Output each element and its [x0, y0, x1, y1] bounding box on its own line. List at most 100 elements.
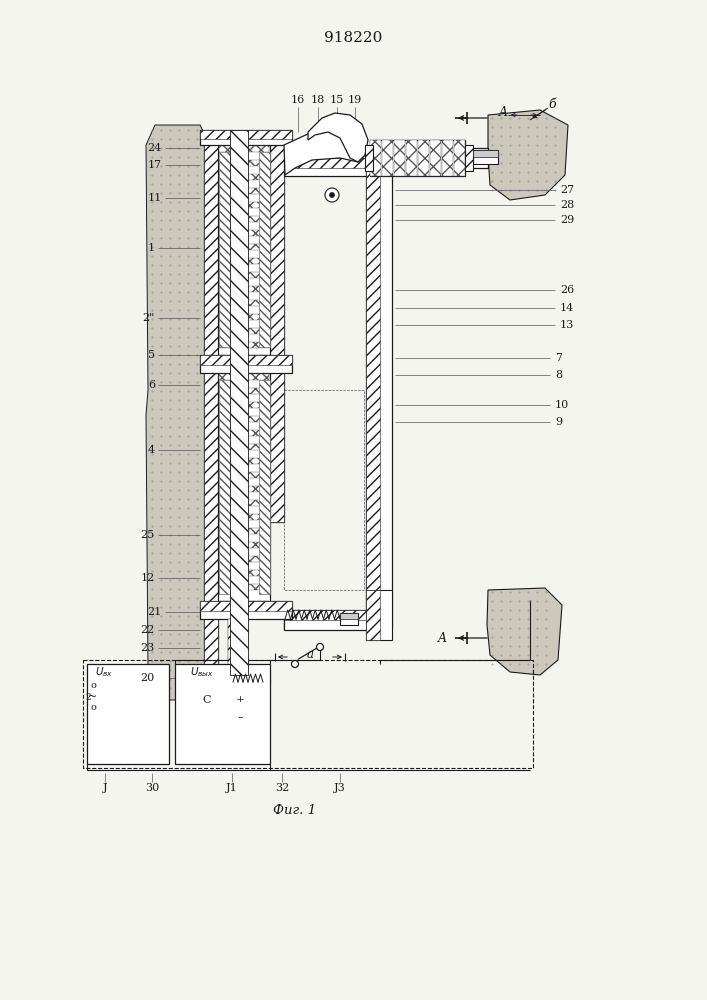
- Bar: [219, 342, 269, 348]
- Text: 19: 19: [348, 95, 362, 105]
- Text: 30: 30: [145, 783, 159, 793]
- Bar: [284, 158, 380, 176]
- Text: 12: 12: [141, 573, 155, 583]
- Text: 10: 10: [555, 400, 569, 410]
- Bar: [366, 590, 392, 640]
- Bar: [220, 670, 270, 684]
- Bar: [219, 528, 269, 534]
- Bar: [200, 601, 292, 619]
- Bar: [219, 570, 269, 576]
- Bar: [418, 140, 429, 176]
- Bar: [219, 188, 269, 194]
- Text: 16: 16: [291, 95, 305, 105]
- Text: 17: 17: [148, 160, 162, 170]
- Bar: [204, 132, 218, 677]
- Bar: [200, 355, 292, 365]
- Bar: [219, 388, 269, 394]
- Text: J3: J3: [334, 783, 346, 793]
- Text: 22: 22: [141, 625, 155, 635]
- Text: ~: ~: [88, 692, 98, 702]
- Text: 29: 29: [560, 215, 574, 225]
- Text: –: –: [237, 712, 243, 722]
- Bar: [259, 152, 270, 347]
- Bar: [454, 140, 465, 176]
- Bar: [219, 584, 269, 590]
- Bar: [219, 160, 269, 166]
- Bar: [204, 132, 218, 677]
- Text: 5: 5: [148, 350, 155, 360]
- Bar: [219, 216, 269, 222]
- Bar: [340, 613, 358, 619]
- Bar: [368, 148, 488, 168]
- Bar: [228, 619, 240, 674]
- Text: 21: 21: [148, 607, 162, 617]
- Text: 6: 6: [148, 380, 155, 390]
- Text: Фиг. 1: Фиг. 1: [274, 804, 317, 816]
- Bar: [473, 150, 498, 164]
- Bar: [87, 664, 169, 764]
- Polygon shape: [308, 113, 368, 162]
- Text: о: о: [90, 682, 96, 690]
- Text: 14: 14: [560, 303, 574, 313]
- Bar: [200, 601, 292, 611]
- Bar: [219, 430, 269, 436]
- Bar: [219, 272, 269, 278]
- Text: A: A: [498, 105, 508, 118]
- Text: 26: 26: [560, 285, 574, 295]
- Bar: [219, 458, 269, 464]
- Bar: [284, 158, 380, 168]
- Bar: [382, 140, 393, 176]
- Circle shape: [329, 192, 334, 198]
- Bar: [219, 556, 269, 562]
- Text: 15: 15: [330, 95, 344, 105]
- Bar: [340, 613, 358, 625]
- Bar: [430, 140, 441, 176]
- Bar: [259, 380, 270, 594]
- Text: A: A: [438, 632, 447, 645]
- Text: $U_{вых}$: $U_{вых}$: [190, 665, 214, 679]
- Text: 28: 28: [560, 200, 574, 210]
- Text: 2": 2": [143, 313, 155, 323]
- Text: J: J: [103, 783, 107, 793]
- Bar: [473, 150, 498, 157]
- Bar: [219, 514, 269, 520]
- Bar: [219, 380, 230, 594]
- Bar: [219, 230, 269, 236]
- Bar: [365, 145, 373, 171]
- Bar: [218, 145, 270, 355]
- Polygon shape: [487, 588, 562, 675]
- Bar: [270, 132, 284, 522]
- Text: $U_{вх}$: $U_{вх}$: [95, 665, 113, 679]
- Bar: [270, 132, 284, 522]
- Text: 20: 20: [141, 673, 155, 683]
- Bar: [200, 355, 292, 373]
- Bar: [219, 152, 230, 347]
- Text: 4: 4: [148, 445, 155, 455]
- Text: 27: 27: [560, 185, 574, 195]
- Polygon shape: [284, 130, 365, 175]
- Bar: [230, 130, 248, 675]
- Text: 7: 7: [555, 353, 562, 363]
- Bar: [219, 486, 269, 492]
- Bar: [219, 286, 269, 292]
- Bar: [219, 300, 269, 306]
- Bar: [284, 610, 380, 630]
- Bar: [219, 328, 269, 334]
- Bar: [175, 664, 270, 764]
- Bar: [219, 444, 269, 450]
- Text: 1: 1: [148, 243, 155, 253]
- Circle shape: [291, 660, 298, 668]
- Bar: [219, 416, 269, 422]
- Text: б: б: [548, 98, 556, 110]
- Bar: [200, 130, 292, 139]
- Bar: [219, 472, 269, 478]
- Bar: [219, 542, 269, 548]
- Bar: [406, 140, 417, 176]
- Text: 25: 25: [141, 530, 155, 540]
- Text: 2: 2: [86, 692, 91, 702]
- Text: C: C: [203, 695, 211, 705]
- Bar: [366, 590, 380, 640]
- Text: 18: 18: [311, 95, 325, 105]
- Bar: [219, 374, 269, 380]
- Text: 11: 11: [148, 193, 162, 203]
